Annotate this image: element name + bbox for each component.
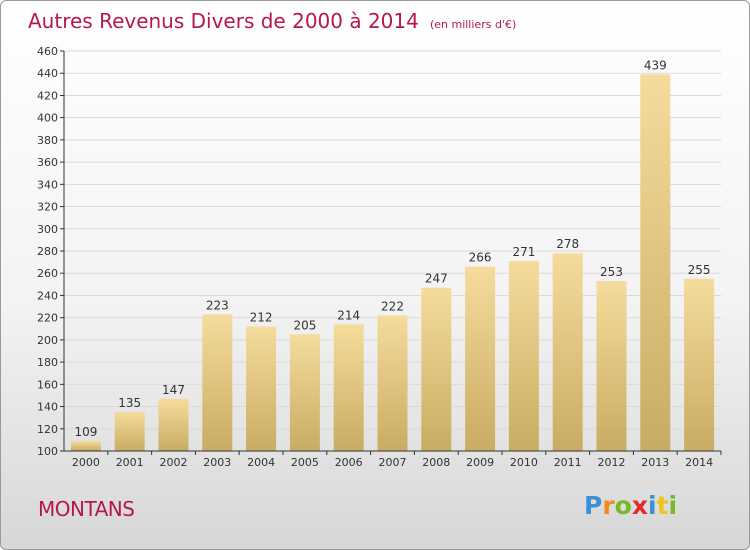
chart-title: Autres Revenus Divers de 2000 à 2014	[28, 9, 419, 33]
logo-letter: i	[668, 491, 678, 520]
y-tick-label: 100	[37, 445, 58, 458]
y-tick-label: 420	[37, 89, 58, 102]
y-tick-label: 300	[37, 223, 58, 236]
chart-title-row: Autres Revenus Divers de 2000 à 2014 (en…	[28, 9, 516, 33]
proxiti-logo: Proxiti	[584, 491, 677, 520]
chart-subtitle: (en milliers d'€)	[429, 18, 517, 31]
bar	[596, 281, 627, 451]
x-tick-label: 2005	[291, 456, 319, 469]
data-label: 278	[556, 237, 579, 251]
data-label: 135	[118, 396, 141, 410]
x-tick-label: 2013	[641, 456, 669, 469]
logo-letter: t	[656, 491, 669, 520]
y-tick-label: 340	[37, 178, 58, 191]
y-tick-label: 380	[37, 134, 58, 147]
y-tick-label: 400	[37, 112, 58, 125]
y-tick-label: 200	[37, 334, 58, 347]
data-label: 147	[162, 383, 185, 397]
data-label: 223	[206, 298, 229, 312]
data-label: 109	[74, 425, 97, 439]
x-tick-label: 2008	[422, 456, 450, 469]
y-tick-label: 360	[37, 156, 58, 169]
data-label: 205	[293, 318, 316, 332]
x-tick-label: 2014	[685, 456, 713, 469]
x-tick-label: 2006	[335, 456, 363, 469]
data-label: 439	[644, 58, 667, 72]
bars	[70, 74, 715, 451]
y-tick-label: 160	[37, 378, 58, 391]
location-name: MONTANS	[38, 497, 135, 521]
bar	[333, 324, 364, 451]
axes	[60, 50, 722, 455]
x-tick-label: 2003	[203, 456, 231, 469]
bar	[246, 326, 277, 451]
x-tick-label: 2007	[379, 456, 407, 469]
bar	[114, 412, 145, 451]
bar	[684, 278, 715, 451]
logo-letter: P	[584, 491, 603, 520]
y-tick-label: 460	[37, 45, 58, 58]
x-tick-label: 2000	[72, 456, 100, 469]
y-tick-label: 320	[37, 201, 58, 214]
data-label: 214	[337, 308, 360, 322]
y-tick-label: 220	[37, 312, 58, 325]
x-tick-label: 2002	[160, 456, 188, 469]
data-label: 212	[250, 311, 273, 325]
x-tick-label: 2009	[466, 456, 494, 469]
y-tick-label: 140	[37, 401, 58, 414]
logo-letter: i	[648, 491, 657, 520]
bar	[552, 253, 583, 451]
y-tick-label: 280	[37, 245, 58, 258]
y-tick-label: 180	[37, 356, 58, 369]
data-label: 255	[688, 263, 711, 277]
bar	[202, 314, 233, 451]
x-tick-label: 2012	[598, 456, 626, 469]
y-tick-label: 440	[37, 67, 58, 80]
y-tick-label: 120	[37, 423, 58, 436]
labels: 100 120 140 160 180 200 220 240 260 280 300 320 340 3…	[37, 45, 713, 469]
x-tick-label: 2004	[247, 456, 275, 469]
bar	[377, 315, 408, 451]
x-tick-label: 2001	[116, 456, 144, 469]
logo-letter: o	[614, 491, 632, 520]
bar	[465, 266, 496, 451]
bar	[158, 398, 189, 451]
bar	[640, 74, 671, 451]
data-label: 247	[425, 272, 448, 286]
x-tick-label: 2010	[510, 456, 538, 469]
y-tick-label: 260	[37, 267, 58, 280]
data-label: 253	[600, 265, 623, 279]
bar	[421, 287, 452, 451]
logo-letter: r	[602, 491, 615, 520]
data-label: 222	[381, 299, 404, 313]
bar	[508, 261, 539, 451]
data-label: 266	[469, 251, 492, 265]
bar	[70, 441, 101, 451]
data-label: 271	[512, 245, 535, 259]
logo-letter: x	[631, 491, 648, 520]
y-tick-label: 240	[37, 289, 58, 302]
x-tick-label: 2011	[554, 456, 582, 469]
bar	[289, 334, 320, 451]
